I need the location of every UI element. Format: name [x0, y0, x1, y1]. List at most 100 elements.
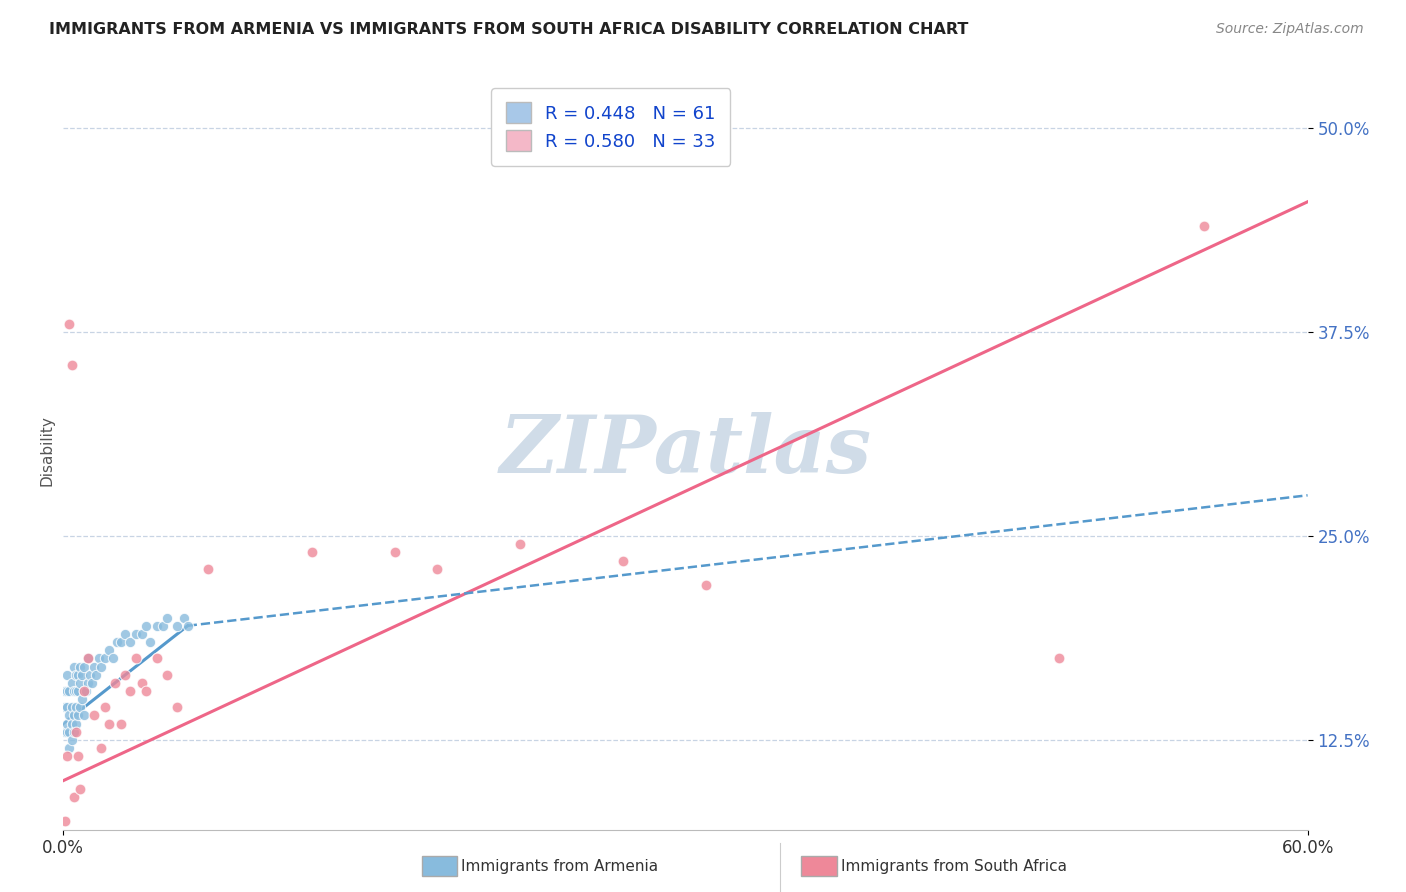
Point: [56, 700, 79, 714]
Point: [62, 684, 84, 698]
Point: [118, 684, 141, 698]
Point: [73, 708, 96, 723]
Point: [73, 684, 96, 698]
Point: [1192, 219, 1215, 234]
Point: [135, 619, 157, 633]
Point: [156, 610, 179, 624]
Point: [145, 619, 167, 633]
Point: [62, 724, 84, 739]
Point: [114, 627, 136, 641]
Point: [166, 700, 188, 714]
Point: [60, 716, 83, 731]
Point: [509, 537, 531, 551]
Point: [90, 659, 112, 673]
Point: [58, 708, 80, 723]
Point: [56, 684, 79, 698]
Point: [93, 651, 117, 665]
Point: [56, 724, 79, 739]
Point: [166, 619, 188, 633]
Point: [83, 708, 105, 723]
Point: [79, 667, 101, 681]
Point: [66, 684, 89, 698]
Point: [97, 643, 120, 657]
Text: Immigrants from Armenia: Immigrants from Armenia: [461, 859, 658, 873]
Point: [53, 724, 76, 739]
Point: [82, 675, 104, 690]
Point: [101, 651, 124, 665]
Point: [301, 545, 323, 559]
Point: [62, 659, 84, 673]
Point: [77, 675, 100, 690]
Text: Source: ZipAtlas.com: Source: ZipAtlas.com: [1216, 22, 1364, 37]
Point: [110, 716, 132, 731]
Point: [77, 651, 100, 665]
Point: [65, 700, 87, 714]
Point: [197, 562, 219, 576]
Point: [73, 659, 96, 673]
Point: [177, 619, 200, 633]
Point: [73, 684, 96, 698]
Point: [86, 667, 108, 681]
Point: [65, 724, 87, 739]
Point: [70, 692, 93, 706]
Point: [65, 684, 87, 698]
Point: [90, 741, 112, 756]
Point: [125, 627, 148, 641]
Text: IMMIGRANTS FROM ARMENIA VS IMMIGRANTS FROM SOUTH AFRICA DISABILITY CORRELATION C: IMMIGRANTS FROM ARMENIA VS IMMIGRANTS FR…: [49, 22, 969, 37]
Point: [62, 789, 84, 804]
Point: [66, 749, 89, 764]
Point: [53, 684, 76, 698]
Point: [58, 741, 80, 756]
Point: [62, 708, 84, 723]
Point: [60, 732, 83, 747]
Point: [69, 781, 91, 796]
Point: [114, 667, 136, 681]
Point: [69, 659, 91, 673]
Point: [426, 562, 449, 576]
Point: [66, 667, 89, 681]
Point: [60, 358, 83, 372]
Point: [97, 716, 120, 731]
Point: [56, 749, 79, 764]
Point: [110, 635, 132, 649]
Point: [384, 545, 406, 559]
Point: [66, 708, 89, 723]
Point: [65, 667, 87, 681]
Point: [69, 675, 91, 690]
Point: [56, 716, 79, 731]
Text: ZIPatlas: ZIPatlas: [499, 412, 872, 489]
Point: [695, 578, 717, 592]
Point: [93, 700, 117, 714]
Point: [87, 651, 110, 665]
Point: [65, 716, 87, 731]
Point: [139, 635, 162, 649]
Point: [125, 651, 148, 665]
Point: [58, 724, 80, 739]
Point: [173, 610, 195, 624]
Point: [83, 659, 105, 673]
Text: Immigrants from South Africa: Immigrants from South Africa: [841, 859, 1067, 873]
Point: [612, 553, 634, 567]
Legend: R = 0.448   N = 61, R = 0.580   N = 33: R = 0.448 N = 61, R = 0.580 N = 33: [491, 88, 730, 166]
Y-axis label: Disability: Disability: [39, 415, 55, 486]
Point: [53, 814, 76, 829]
Point: [77, 651, 100, 665]
Point: [131, 627, 153, 641]
Point: [152, 619, 174, 633]
Point: [131, 675, 153, 690]
Point: [135, 684, 157, 698]
Point: [69, 700, 91, 714]
Point: [60, 675, 83, 690]
Point: [70, 667, 93, 681]
Point: [58, 684, 80, 698]
Point: [105, 635, 128, 649]
Point: [56, 667, 79, 681]
Point: [75, 684, 97, 698]
Point: [53, 700, 76, 714]
Point: [1047, 651, 1070, 665]
Point: [156, 667, 179, 681]
Point: [145, 651, 167, 665]
Point: [118, 635, 141, 649]
Point: [58, 317, 80, 331]
Point: [60, 700, 83, 714]
